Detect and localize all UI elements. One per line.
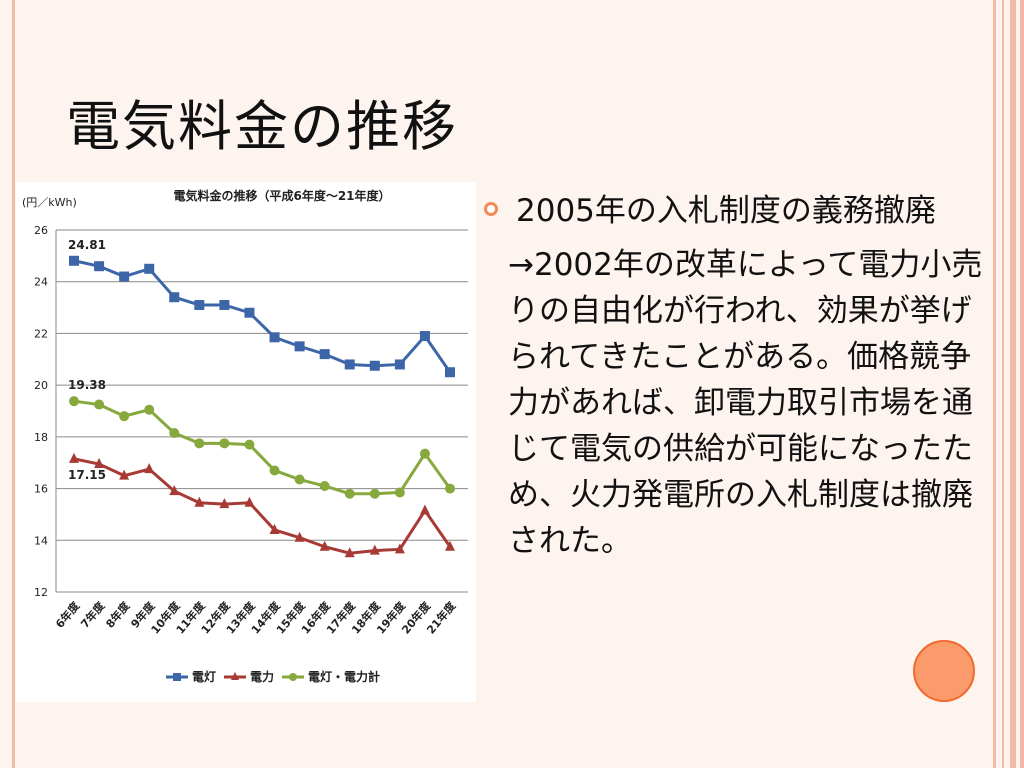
- legend-label: 電灯: [192, 669, 216, 684]
- data-point-marker: [169, 427, 180, 438]
- y-tick-label: 16: [34, 483, 48, 496]
- series-line: [73, 259, 452, 374]
- data-point-marker: [394, 359, 405, 370]
- data-point-marker: [94, 458, 105, 469]
- chart-title: 電気料金の推移（平成6年度～21年度）: [173, 188, 390, 203]
- data-point-marker: [244, 496, 255, 507]
- decorative-circle: [913, 640, 975, 702]
- series-line: [73, 457, 452, 555]
- right-frame-stripe: [1010, 0, 1016, 768]
- data-point-marker: [369, 488, 380, 499]
- x-tick-label: 8年度: [103, 598, 133, 630]
- body-paragraph: →2002年の改革によって電力小売りの自由化が行われ、効果が挙げられてきたことが…: [508, 247, 983, 559]
- y-axis-label: (円／kWh): [22, 196, 77, 209]
- data-point-marker: [319, 349, 330, 360]
- y-tick-label: 26: [34, 224, 48, 237]
- data-point-marker: [294, 474, 305, 485]
- slide-body: 2005年の入札制度の義務撤廃 →2002年の改革によって電力小売りの自由化が行…: [484, 188, 984, 564]
- y-tick-label: 18: [34, 431, 48, 444]
- right-frame-stripe: [1020, 0, 1024, 768]
- data-point-marker: [394, 487, 405, 498]
- right-frame-stripe: [993, 0, 996, 768]
- data-point-marker: [119, 271, 130, 282]
- data-label: 19.38: [68, 378, 106, 392]
- left-frame-stripe: [12, 0, 15, 768]
- data-point-marker: [269, 465, 280, 476]
- chart-panel: 電気料金の推移（平成6年度～21年度） (円／kWh) 26 24 22 20 18 16 14…: [16, 182, 476, 702]
- data-point-marker: [169, 485, 180, 496]
- data-point-marker: [344, 488, 355, 499]
- data-point-marker: [219, 438, 230, 449]
- data-point-marker: [194, 438, 205, 449]
- y-tick-label: 22: [34, 327, 48, 340]
- x-tick-label: 7年度: [78, 598, 108, 630]
- legend-marker: [173, 673, 181, 681]
- data-point-marker: [144, 404, 155, 415]
- data-point-marker: [269, 523, 280, 534]
- slide-title: 電気料金の推移: [66, 95, 458, 158]
- bullet-text: 2005年の入札制度の義務撤廃: [516, 193, 936, 229]
- data-point-marker: [369, 544, 380, 555]
- data-point-marker: [419, 331, 430, 342]
- legend-label: 電力: [250, 669, 274, 684]
- x-tick-label: 21年度: [424, 598, 459, 636]
- data-point-marker: [169, 292, 180, 303]
- data-point-marker: [94, 261, 105, 272]
- data-point-marker: [144, 263, 155, 274]
- data-point-marker: [419, 448, 430, 459]
- data-point-marker: [369, 360, 380, 371]
- legend-marker: [289, 673, 297, 681]
- data-point-marker: [69, 452, 79, 463]
- y-tick-label: 20: [34, 379, 48, 392]
- data-label: 17.15: [68, 468, 106, 482]
- data-point-marker: [445, 367, 455, 378]
- data-point-marker: [194, 299, 205, 310]
- data-point-marker: [194, 496, 205, 507]
- data-point-marker: [344, 359, 355, 370]
- data-point-marker: [394, 543, 405, 554]
- data-point-marker: [445, 483, 455, 494]
- data-point-marker: [119, 469, 130, 480]
- legend-marker: [231, 672, 239, 680]
- legend-label: 電灯・電力計: [308, 669, 380, 684]
- x-tick-label: 6年度: [53, 598, 83, 630]
- data-point-marker: [119, 411, 130, 422]
- data-point-marker: [269, 332, 280, 343]
- data-label: 24.81: [68, 238, 106, 252]
- data-point-marker: [219, 498, 230, 509]
- data-point-marker: [445, 540, 455, 551]
- data-point-marker: [244, 307, 255, 318]
- bullet-item: 2005年の入札制度の義務撤廃: [484, 188, 984, 234]
- data-point-marker: [69, 396, 79, 407]
- data-point-marker: [294, 531, 305, 542]
- data-point-marker: [319, 540, 330, 551]
- data-point-marker: [94, 399, 105, 410]
- data-point-marker: [344, 547, 355, 558]
- series-line: [73, 399, 452, 496]
- data-point-marker: [144, 463, 155, 474]
- data-point-marker: [319, 480, 330, 491]
- data-point-marker: [219, 299, 230, 310]
- y-tick-label: 14: [34, 534, 48, 547]
- data-point-marker: [294, 341, 305, 352]
- bullet-circle-icon: [484, 202, 498, 216]
- y-tick-label: 12: [34, 586, 48, 599]
- right-frame-stripe: [1002, 0, 1004, 768]
- data-point-marker: [244, 439, 255, 450]
- data-point-marker: [419, 504, 430, 515]
- y-tick-label: 24: [34, 276, 48, 289]
- data-point-marker: [69, 255, 79, 266]
- line-chart: 電気料金の推移（平成6年度～21年度） (円／kWh) 26 24 22 20 18 16 14…: [22, 188, 468, 684]
